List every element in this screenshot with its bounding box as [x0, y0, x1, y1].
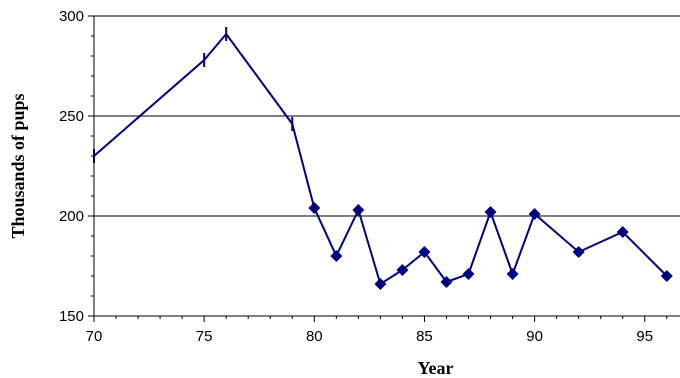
x-tick-label-90: 90	[526, 328, 543, 345]
data-point-84	[396, 264, 409, 276]
data-point-88	[484, 206, 497, 218]
data-point-80	[308, 202, 321, 214]
data-point-85	[418, 246, 431, 258]
x-tick-label-75: 75	[196, 328, 213, 345]
y-tick-label-300: 300	[59, 8, 84, 25]
series-line	[93, 32, 668, 286]
data-point-89	[506, 268, 519, 280]
x-tick-label-95: 95	[636, 328, 653, 345]
data-point-87	[462, 268, 475, 280]
y-axis-title: Thousands of pups	[8, 93, 28, 238]
y-tick-label-200: 200	[59, 208, 84, 225]
data-point-90	[528, 208, 541, 220]
x-tick-labels: 70 75 80 85 90 95	[86, 328, 653, 345]
data-point-92	[572, 246, 585, 258]
x-axis-title: Year	[417, 358, 453, 378]
data-points	[93, 27, 673, 290]
y-tick-labels: 150 200 250 300	[59, 8, 84, 325]
data-point-83	[374, 278, 387, 290]
axis-ticks	[88, 15, 668, 322]
data-point-86	[440, 276, 453, 288]
data-point-82	[352, 204, 365, 216]
x-tick-label-70: 70	[86, 328, 103, 345]
grid-lines	[94, 15, 680, 217]
y-tick-label-250: 250	[59, 108, 84, 125]
y-tick-label-150: 150	[59, 308, 84, 325]
x-tick-label-85: 85	[416, 328, 433, 345]
data-point-81	[330, 250, 343, 262]
data-point-96	[660, 270, 673, 282]
data-point-94	[616, 226, 629, 238]
axes	[93, 16, 680, 317]
x-tick-label-80: 80	[306, 328, 323, 345]
